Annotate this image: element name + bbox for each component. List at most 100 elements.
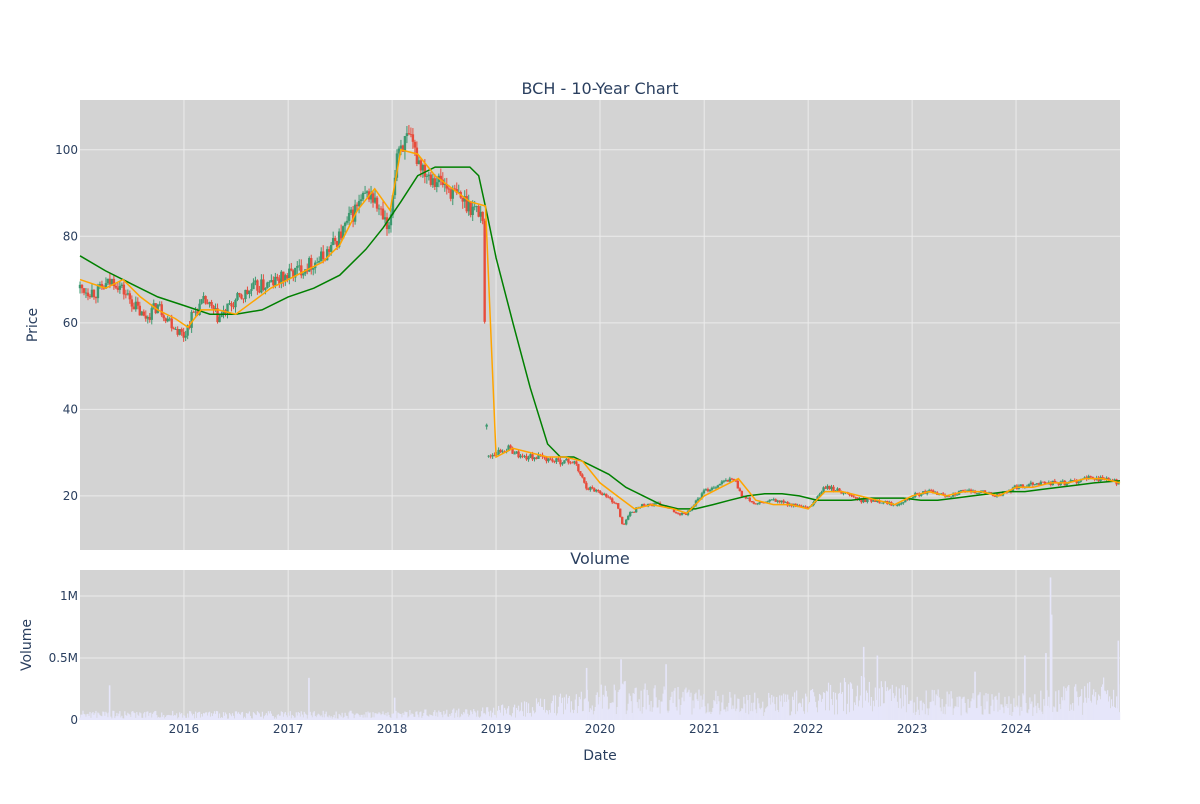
candle-up <box>403 136 407 152</box>
volume-bar <box>650 701 652 720</box>
candle-up <box>527 457 530 460</box>
volume-bar <box>912 712 914 720</box>
candle-down <box>465 196 468 212</box>
volume-bar <box>123 718 125 720</box>
candle-down <box>577 464 580 472</box>
candle-down <box>262 279 265 290</box>
volume-bar <box>216 711 219 720</box>
volume-bar <box>729 691 731 720</box>
volume-bar <box>1066 690 1068 720</box>
candle-down <box>993 495 997 497</box>
volume-bar <box>1027 713 1029 720</box>
volume-bar <box>316 715 318 720</box>
candle-up <box>140 311 143 316</box>
volume-bar <box>940 711 942 720</box>
candle-down <box>732 478 736 481</box>
volume-bar <box>135 717 137 720</box>
volume-bar <box>921 710 923 720</box>
volume-bar <box>405 712 407 720</box>
volume-bar <box>1067 686 1069 720</box>
volume-bar <box>999 709 1001 720</box>
x-tick-label: 2024 <box>1001 722 1032 736</box>
volume-bar <box>495 715 497 720</box>
candle-up <box>236 293 239 300</box>
price-candles <box>78 125 1120 526</box>
volume-bar <box>320 715 322 720</box>
candle-up <box>696 498 700 501</box>
volume-bar <box>1056 711 1058 720</box>
volume-bar <box>142 717 144 720</box>
volume-bar <box>791 711 793 720</box>
volume-bar <box>287 712 289 720</box>
volume-bar <box>268 713 270 720</box>
volume-bar <box>508 714 511 720</box>
price-y-tick-label: 80 <box>63 229 78 243</box>
candle-down <box>535 457 538 459</box>
volume-bar <box>401 717 403 720</box>
volume-bar <box>1114 707 1117 720</box>
candle-down <box>525 455 528 460</box>
candle-up <box>425 176 429 177</box>
volume-bar <box>951 698 953 720</box>
volume-bar <box>396 718 398 720</box>
candle-up <box>513 453 516 455</box>
candle-down <box>623 523 626 525</box>
volume-bar <box>502 704 504 720</box>
volume-bar <box>908 704 910 720</box>
volume-bar <box>168 714 170 720</box>
volume-bar <box>172 710 174 720</box>
candle-up <box>260 279 263 293</box>
volume-bar <box>194 718 196 720</box>
volume-bar <box>547 714 550 720</box>
volume-bar <box>953 708 955 720</box>
volume-bar <box>985 693 987 720</box>
volume-bar <box>200 713 203 720</box>
volume-bar <box>745 712 747 720</box>
volume-bar <box>765 708 767 720</box>
volume-bar <box>359 716 361 720</box>
volume-bar <box>949 706 951 720</box>
volume-bar <box>1025 702 1027 720</box>
volume-bar <box>676 710 678 720</box>
volume-bar <box>310 715 312 720</box>
volume-bar <box>328 715 330 720</box>
volume-bar <box>354 714 356 720</box>
candle-down <box>407 133 411 135</box>
volume-bar <box>131 711 133 720</box>
volume-bar <box>674 688 676 720</box>
candle-down <box>678 513 682 515</box>
candle-down <box>282 271 285 281</box>
volume-bar <box>903 685 905 720</box>
volume-bar <box>119 711 121 720</box>
volume-bar <box>721 702 723 720</box>
volume-bar <box>864 700 867 720</box>
volume-bar <box>222 712 225 720</box>
volume-bar <box>686 693 688 720</box>
candle-down <box>292 270 295 278</box>
volume-bar <box>162 716 164 720</box>
candle-down <box>371 193 375 203</box>
volume-bar <box>580 691 582 720</box>
volume-bar <box>1104 690 1106 720</box>
volume-bar <box>236 713 239 720</box>
candle-down <box>838 488 841 492</box>
volume-bar <box>1041 711 1043 720</box>
volume-bar <box>984 709 986 720</box>
candle-down <box>256 280 259 291</box>
volume-bar <box>678 699 680 720</box>
volume-bar <box>826 691 829 720</box>
volume-bar <box>613 684 615 720</box>
candle-down <box>559 459 562 465</box>
volume-bar <box>451 713 453 720</box>
volume-bar <box>173 715 175 720</box>
volume-bar <box>807 703 810 720</box>
candle-up <box>912 497 915 499</box>
volume-bar <box>445 713 447 720</box>
volume-bar <box>527 703 530 720</box>
volume-bar <box>492 712 494 720</box>
candle-up <box>90 289 94 298</box>
candle-up <box>202 295 205 300</box>
volume-bar <box>91 713 93 720</box>
candle-up <box>710 487 714 490</box>
volume-bar <box>1017 707 1019 720</box>
